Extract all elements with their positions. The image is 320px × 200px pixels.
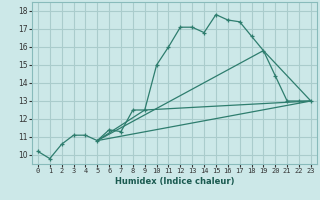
X-axis label: Humidex (Indice chaleur): Humidex (Indice chaleur) xyxy=(115,177,234,186)
